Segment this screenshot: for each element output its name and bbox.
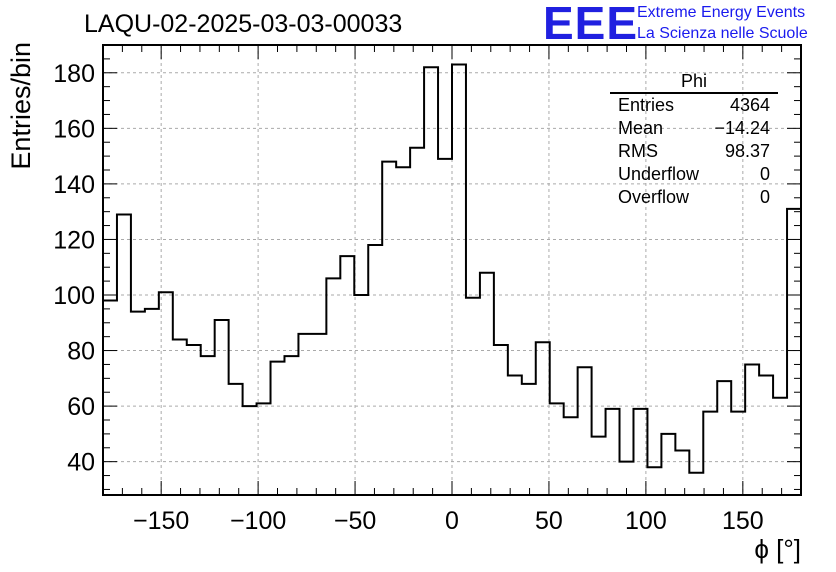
stats-label: Mean bbox=[618, 118, 664, 138]
stats-row: Overflow 0 bbox=[610, 186, 778, 209]
stats-row: Underflow 0 bbox=[610, 163, 778, 186]
x-tick-label: −50 bbox=[334, 507, 376, 535]
stats-rows: Entries 4364 Mean −14.24 RMS 98.37 Underflow 0 O… bbox=[610, 94, 778, 209]
x-tick-label: 100 bbox=[625, 507, 667, 535]
stats-value: 4364 bbox=[729, 95, 770, 115]
y-tick-label: 80 bbox=[67, 338, 95, 366]
stats-row: Entries 4364 bbox=[610, 94, 778, 117]
x-tick-label: 0 bbox=[445, 507, 459, 535]
logo-caption-line2: La Scienza nelle Scuole bbox=[637, 25, 808, 42]
eee-logo: EEE bbox=[543, 0, 639, 49]
y-tick-label: 180 bbox=[53, 60, 95, 88]
x-tick-label: 150 bbox=[722, 507, 764, 535]
stats-label: RMS bbox=[618, 141, 658, 161]
y-tick-label: 160 bbox=[53, 115, 95, 143]
y-tick-label: 60 bbox=[67, 393, 95, 421]
stats-label: Underflow bbox=[618, 164, 700, 184]
y-tick-label: 140 bbox=[53, 171, 95, 199]
y-tick-label: 40 bbox=[67, 449, 95, 477]
stats-value: 0 bbox=[759, 187, 770, 207]
stats-value: 0 bbox=[759, 164, 770, 184]
stats-label: Overflow bbox=[618, 187, 690, 207]
x-tick-label: −100 bbox=[230, 507, 286, 535]
chart-title: LAQU-02-2025-03-03-00033 bbox=[84, 10, 403, 38]
stats-row: Mean −14.24 bbox=[610, 117, 778, 140]
stats-value: −14.24 bbox=[714, 118, 770, 138]
y-tick-label: 120 bbox=[53, 226, 95, 254]
stats-title: Phi bbox=[610, 70, 778, 94]
plot-frame bbox=[102, 44, 802, 496]
y-tick-label: 100 bbox=[53, 282, 95, 310]
x-tick-label: −150 bbox=[133, 507, 189, 535]
tick-labels: −150 −100 −50 0 50 100 150 40 60 80 100 120 140 160 18… bbox=[53, 60, 763, 535]
stats-value: 98.37 bbox=[724, 141, 770, 161]
y-axis-label: Entries/bin bbox=[6, 42, 36, 170]
logo-caption-line1: Extreme Energy Events bbox=[637, 4, 806, 21]
x-tick-label: 50 bbox=[535, 507, 563, 535]
histogram-line bbox=[103, 63, 801, 474]
stats-label: Entries bbox=[618, 95, 675, 115]
stats-row: RMS 98.37 bbox=[610, 140, 778, 163]
stats-box: Phi Entries 4364 Mean −14.24 RMS 98.37 Underfl… bbox=[610, 70, 778, 209]
x-axis-label: ϕ [°] bbox=[754, 534, 801, 564]
